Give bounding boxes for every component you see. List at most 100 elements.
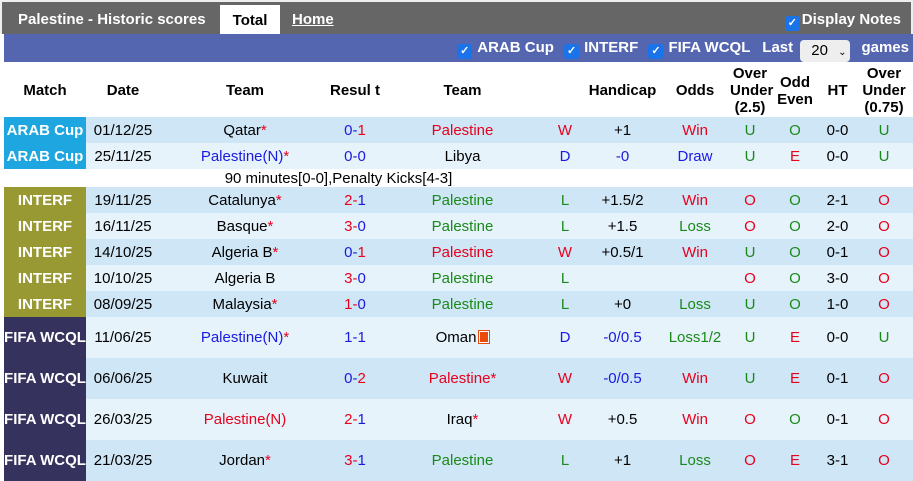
filter-interf[interactable]: ✓ INTERF (561, 39, 638, 59)
outcome: L (545, 213, 585, 239)
scores-table: Match Date Team Resul t Team Handicap Odds Over… (4, 64, 913, 481)
tab-home[interactable]: Home (292, 11, 334, 28)
col-header-date: Date (86, 64, 160, 117)
result[interactable]: 0-1 (330, 117, 380, 143)
away-team-name: Libya (444, 147, 481, 165)
result[interactable]: 3-0 (330, 265, 380, 291)
home-team[interactable]: Kuwait (160, 358, 330, 399)
away-score: 0 (357, 217, 366, 235)
score-separator: - (352, 295, 358, 313)
home-team[interactable]: Basque* (160, 213, 330, 239)
home-team[interactable]: Algeria B* (160, 239, 330, 265)
competition-badge[interactable]: INTERF (4, 239, 86, 265)
table-row[interactable]: FIFA WCQL 11/06/25 Palestine(N)* 1-1 Oman D -0… (4, 317, 913, 358)
display-notes-checkbox[interactable]: ✓ Display Notes (784, 11, 901, 31)
tab-total[interactable]: Total (220, 5, 280, 36)
away-team[interactable]: Palestine (380, 239, 545, 265)
match-date: 10/10/25 (86, 265, 160, 291)
home-team[interactable]: Jordan* (160, 440, 330, 481)
over-under-075: O (855, 358, 913, 399)
home-team[interactable]: Catalunya* (160, 187, 330, 213)
competition-badge[interactable]: INTERF (4, 265, 86, 291)
result[interactable]: 0-0 (330, 143, 380, 169)
outcome: D (545, 143, 585, 169)
away-team[interactable]: Palestine* (380, 358, 545, 399)
away-team[interactable]: Palestine (380, 187, 545, 213)
odd-even: O (770, 265, 820, 291)
home-team-name: Algeria B (214, 269, 276, 287)
result[interactable]: 2-1 (330, 399, 380, 440)
result[interactable]: 3-0 (330, 213, 380, 239)
score-separator: - (352, 411, 358, 428)
home-team-name: Algeria B (211, 243, 273, 261)
home-score: 3 (344, 217, 353, 235)
home-team[interactable]: Qatar* (160, 117, 330, 143)
home-team[interactable]: Algeria B (160, 265, 330, 291)
home-score: 2 (344, 191, 353, 209)
table-row[interactable]: INTERF 10/10/25 Algeria B 3-0 Palestine L O O 3-… (4, 265, 913, 291)
home-score: 1 (344, 329, 353, 346)
away-team[interactable]: Palestine (380, 440, 545, 481)
over-under: U (730, 291, 770, 317)
result[interactable]: 0-1 (330, 239, 380, 265)
over-under-075: O (855, 291, 913, 317)
away-team[interactable]: Oman (380, 317, 545, 358)
result[interactable]: 1-1 (330, 317, 380, 358)
result[interactable]: 1-0 (330, 291, 380, 317)
over-under: O (730, 187, 770, 213)
home-team[interactable]: Palestine(N)* (160, 143, 330, 169)
half-time-score: 3-0 (820, 265, 855, 291)
odd-even: O (770, 187, 820, 213)
result[interactable]: 0-2 (330, 358, 380, 399)
competition-badge[interactable]: INTERF (4, 187, 86, 213)
score-separator: - (352, 191, 358, 209)
table-row[interactable]: ARAB Cup 25/11/25 Palestine(N)* 0-0 Libya D -0… (4, 143, 913, 169)
match-note-text: 90 minutes[0-0],Penalty Kicks[4-3] (224, 169, 453, 187)
filter-fifa-wcql[interactable]: ✓ FIFA WCQL (645, 39, 750, 59)
competition-badge[interactable]: FIFA WCQL (4, 317, 86, 358)
result[interactable]: 2-1 (330, 187, 380, 213)
filter-arab-cup[interactable]: ✓ ARAB Cup (454, 39, 554, 59)
last-games-select[interactable]: 20 ⌄ (800, 40, 851, 62)
filter-label: ARAB Cup (477, 39, 554, 56)
home-team[interactable]: Palestine(N)* (160, 317, 330, 358)
table-row[interactable]: INTERF 08/09/25 Malaysia* 1-0 Palestine L +0 Lo… (4, 291, 913, 317)
table-row[interactable]: INTERF 14/10/25 Algeria B* 0-1 Palestine W +0.… (4, 239, 913, 265)
competition-badge[interactable]: INTERF (4, 213, 86, 239)
away-team[interactable]: Palestine (380, 117, 545, 143)
away-team[interactable]: Libya (380, 143, 545, 169)
away-team[interactable]: Palestine (380, 265, 545, 291)
competition-badge[interactable]: ARAB Cup (4, 117, 86, 143)
table-row[interactable]: FIFA WCQL 26/03/25 Palestine(N) 2-1 Iraq* W +0… (4, 399, 913, 440)
away-team[interactable]: Palestine (380, 291, 545, 317)
table-row[interactable]: INTERF 19/11/25 Catalunya* 2-1 Palestine L +1.… (4, 187, 913, 213)
match-date: 06/06/25 (86, 358, 160, 399)
away-team[interactable]: Palestine (380, 213, 545, 239)
odd-even: E (770, 440, 820, 481)
table-row[interactable]: FIFA WCQL 21/03/25 Jordan* 3-1 Palestine L +1 L… (4, 440, 913, 481)
away-team-name: Palestine (431, 121, 494, 139)
competition-badge[interactable]: INTERF (4, 291, 86, 317)
odd-even: O (770, 291, 820, 317)
odds-result: Loss (660, 291, 730, 317)
score-separator: - (352, 217, 358, 235)
over-under-075: U (855, 117, 913, 143)
result[interactable]: 3-1 (330, 440, 380, 481)
table-row[interactable]: FIFA WCQL 06/06/25 Kuwait 0-2 Palestine* W -0/… (4, 358, 913, 399)
competition-badge[interactable]: FIFA WCQL (4, 399, 86, 440)
competition-badge[interactable]: ARAB Cup (4, 143, 86, 169)
odds-result: Draw (660, 143, 730, 169)
match-date: 11/06/25 (86, 317, 160, 358)
outcome: L (545, 265, 585, 291)
home-team[interactable]: Malaysia* (160, 291, 330, 317)
competition-badge[interactable]: FIFA WCQL (4, 358, 86, 399)
competition-badge[interactable]: FIFA WCQL (4, 440, 86, 481)
match-date: 25/11/25 (86, 143, 160, 169)
odds-result: Loss1/2 (660, 317, 730, 358)
table-row[interactable]: INTERF 16/11/25 Basque* 3-0 Palestine L +1.5 Lo… (4, 213, 913, 239)
table-row[interactable]: ARAB Cup 01/12/25 Qatar* 0-1 Palestine W +1 Win… (4, 117, 913, 143)
half-time-score: 0-0 (820, 143, 855, 169)
away-team[interactable]: Iraq* (380, 399, 545, 440)
home-team[interactable]: Palestine(N) (160, 399, 330, 440)
col-header-odd-even: Odd Even (770, 64, 820, 117)
